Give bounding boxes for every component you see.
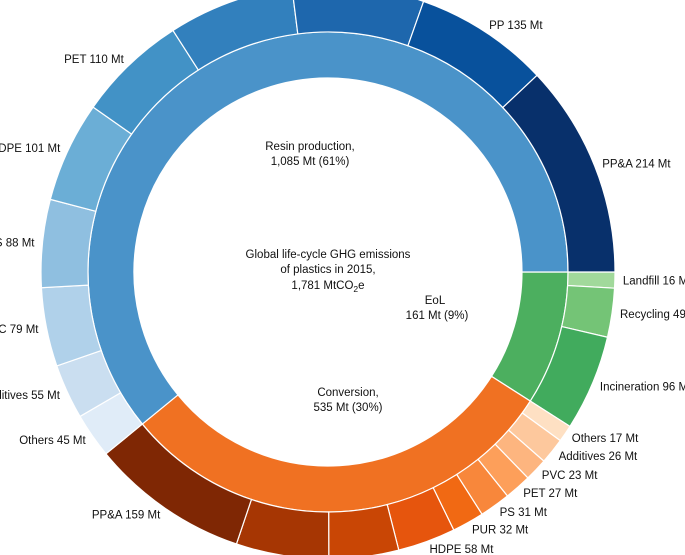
label-resin-production-pp-a-214-mt: PP&A 214 Mt [602,158,671,170]
label-conversion-pur-32-mt: PUR 32 Mt [472,525,529,537]
center-title: Global life-cycle GHG emissions of plast… [246,249,411,294]
label-conversion-pvc-23-mt: PVC 23 Mt [542,470,598,482]
label-eol-landfill-16-mt: Landfill 16 Mt [623,275,685,287]
segment-resin-production-ps-88-mt [40,198,97,289]
label-resin-production-l-lldpe-126-mt: L/LLDPE 126 Mt [143,0,228,2]
label-conversion-ps-31-mt: PS 31 Mt [500,507,548,519]
stage-label-eol-1: EoL [425,295,446,307]
segments-layer [40,0,616,555]
segment-conversion-l-lldpe-70-mt [328,503,400,555]
stage-label-eol-2: 161 Mt (9%) [406,310,469,322]
label-resin-production-pvc-79-mt: PVC 79 Mt [0,324,39,336]
label-conversion-hdpe-58-mt: HDPE 58 Mt [430,544,495,555]
stage-label-resin-2: 1,085 Mt (61%) [271,156,350,168]
center-title-line-3: 1,781 MtCO2e [291,280,364,294]
label-eol-incineration-96-mt: Incineration 96 Mt [600,382,685,394]
stage-label-conversion-1: Conversion, [317,387,378,399]
label-resin-production-additives-55-mt: Additives 55 Mt [0,390,61,402]
label-conversion-pp-a-159-mt: PP&A 159 Mt [92,510,161,522]
label-conversion-others-17-mt: Others 17 Mt [572,433,639,445]
center-title-line-2: of plastics in 2015, [280,264,375,276]
label-resin-production-pp-135-mt: PP 135 Mt [489,20,543,32]
label-resin-production-ps-88-mt: PS 88 Mt [0,237,35,249]
label-eol-recycling-49-mt: Recycling 49 Mt [620,309,685,321]
label-resin-production-hdpe-101-mt: HDPE 101 Mt [0,143,61,155]
stage-labels-layer: Resin production, 1,085 Mt (61%) Convers… [265,141,468,414]
segment-resin-production-pp-a-214-mt [501,74,616,273]
label-resin-production-others-45-mt: Others 45 Mt [19,435,86,447]
label-resin-production-pet-110-mt: PET 110 Mt [64,54,124,66]
stage-label-resin-1: Resin production, [265,141,355,153]
center-title-line-1: Global life-cycle GHG emissions [246,249,411,261]
label-conversion-additives-26-mt: Additives 26 Mt [559,451,638,463]
stage-label-conversion-2: 535 Mt (30%) [313,402,382,414]
label-conversion-pet-27-mt: PET 27 Mt [523,488,578,500]
